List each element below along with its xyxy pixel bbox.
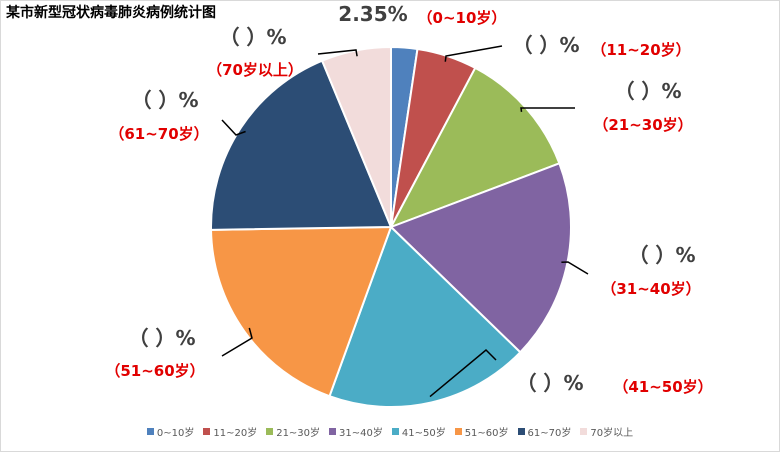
leader-line-5: [221, 327, 253, 357]
value-label-1: （ ）%: [512, 33, 579, 57]
legend-swatch-5: [454, 428, 462, 435]
legend-item-6: 61~70岁: [517, 424, 572, 439]
legend-label-6: 61~70岁: [527, 428, 572, 439]
category-label-5: （51~60岁）: [105, 362, 204, 380]
pie-slice-6: [210, 59, 393, 231]
category-label-2: （21~30岁）: [593, 116, 692, 134]
chart-legend: 0~10岁 11~20岁 21~30岁 31~40岁 41~50岁 51~60岁 61~70…: [0, 424, 780, 439]
legend-swatch-3: [329, 428, 337, 435]
value-label-2: （ ）%: [614, 79, 681, 103]
legend-swatch-4: [391, 428, 399, 435]
legend-label-3: 31~40岁: [339, 428, 383, 439]
legend-item-3: 31~40岁: [329, 424, 383, 439]
legend-swatch-0: [146, 428, 154, 435]
pie-slice-5: [210, 225, 393, 398]
legend-item-1: 11~20岁: [203, 424, 257, 439]
value-label-7: （ ）%: [219, 25, 286, 49]
legend-label-4: 41~50岁: [401, 428, 446, 439]
leader-line-6: [221, 119, 246, 136]
legend-label-5: 51~60岁: [464, 428, 509, 439]
chart-title: 某市新型冠状病毒肺炎病例统计图: [6, 5, 216, 21]
value-label-4: （ ）%: [516, 371, 583, 395]
legend-label-1: 11~20岁: [213, 428, 258, 439]
leader-line-2: [520, 107, 575, 112]
category-label-1: （11~20岁）: [591, 41, 690, 59]
leader-line-1: [444, 45, 503, 62]
value-label-6: （ ）%: [131, 88, 198, 112]
category-label-6: （61~70岁）: [109, 125, 208, 143]
value-label-0: 2.35%: [338, 2, 407, 26]
legend-item-5: 51~60岁: [454, 424, 509, 439]
leader-line-3: [561, 261, 589, 275]
leader-line-4: [429, 348, 497, 398]
legend-label-7: 70岁以上: [590, 428, 634, 439]
category-label-0: （0~10岁）: [418, 9, 507, 27]
legend-label-2: 21~30岁: [276, 428, 321, 439]
legend-swatch-2: [266, 428, 274, 435]
category-label-7: （70岁以上）: [207, 61, 303, 79]
legend-item-4: 41~50岁: [391, 424, 446, 439]
value-label-3: （ ）%: [628, 243, 695, 267]
legend-item-7: 70岁以上: [580, 424, 633, 439]
legend-label-0: 0~10岁: [156, 428, 195, 439]
legend-swatch-1: [203, 428, 211, 435]
category-label-3: （31~40岁）: [601, 280, 700, 298]
legend-swatch-6: [517, 428, 525, 435]
category-label-4: （41~50岁）: [613, 378, 712, 396]
value-label-5: （ ）%: [128, 326, 195, 350]
legend-item-2: 21~30岁: [266, 424, 320, 439]
legend-swatch-7: [580, 428, 588, 435]
legend-item-0: 0~10岁: [146, 424, 195, 439]
leader-line-7: [317, 49, 358, 57]
pie-slice-3: [389, 162, 572, 354]
